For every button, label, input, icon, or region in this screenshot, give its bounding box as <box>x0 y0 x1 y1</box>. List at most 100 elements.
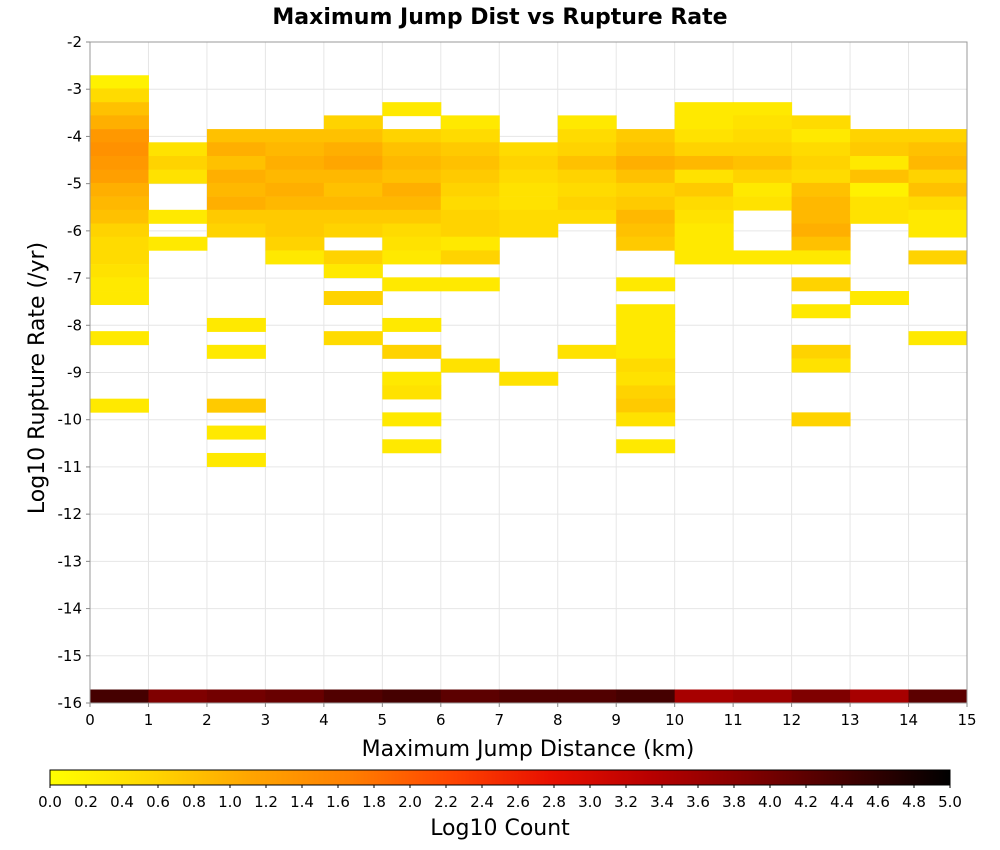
heatmap-cell <box>382 129 442 144</box>
heatmap-cell <box>90 88 149 103</box>
heatmap-cell <box>908 223 968 238</box>
heatmap-cell <box>323 182 383 197</box>
heatmap-cell <box>557 196 617 211</box>
heatmap-cell <box>791 142 851 157</box>
heatmap-cell <box>850 129 910 144</box>
heatmap-cell <box>733 102 793 117</box>
heatmap-cell <box>908 250 968 265</box>
heatmap-cell <box>791 182 851 197</box>
heatmap-cell <box>382 209 442 224</box>
colorbar-tick-label: 2.2 <box>434 793 458 811</box>
heatmap-cell <box>557 142 617 157</box>
heatmap-cell <box>674 169 734 184</box>
heatmap-cell <box>265 169 325 184</box>
heatmap-cell <box>499 196 559 211</box>
heatmap-cell <box>733 182 793 197</box>
heatmap-cell <box>850 169 910 184</box>
heatmap-cell <box>382 385 442 400</box>
heatmap-cell <box>382 102 442 117</box>
heatmap-cell <box>616 196 676 211</box>
y-axis-ticks: -2 -3 -4 -5 -6 -7 -8 -9 -10 -11 -12 -13 -14 -15 -16 <box>58 33 90 712</box>
heatmap-cell <box>791 115 851 130</box>
heatmap-cell <box>674 689 734 704</box>
heatmap-cell <box>616 223 676 238</box>
heatmap-cell <box>674 129 734 144</box>
heatmap-cell <box>323 115 383 130</box>
heatmap-cell <box>148 155 208 170</box>
heatmap-cell <box>90 689 149 704</box>
heatmap-cell <box>265 236 325 251</box>
heatmap-cell <box>323 223 383 238</box>
y-axis-title: Log10 Rupture Rate (/yr) <box>25 242 50 514</box>
heatmap-cell <box>440 115 500 130</box>
y-tick-label: -11 <box>58 458 83 476</box>
heatmap-cell <box>908 196 968 211</box>
heatmap-cell <box>616 439 676 454</box>
heatmap-cell <box>616 155 676 170</box>
heatmap-cell <box>616 358 676 373</box>
heatmap-cell <box>206 196 266 211</box>
colorbar-tick-label: 0.4 <box>110 793 134 811</box>
heatmap-cell <box>265 223 325 238</box>
y-tick-label: -14 <box>58 600 83 618</box>
heatmap-cell <box>90 169 149 184</box>
heatmap-cell <box>323 142 383 157</box>
heatmap-cell <box>265 142 325 157</box>
heatmap-cell <box>382 439 442 454</box>
heatmap-cell <box>90 115 149 130</box>
heatmap-cell <box>206 425 266 440</box>
heatmap-cell <box>90 196 149 211</box>
heatmap-cell <box>265 250 325 265</box>
heatmap-cell <box>382 182 442 197</box>
heatmap-cell <box>908 129 968 144</box>
heatmap-cell <box>265 129 325 144</box>
heatmap-cell <box>850 209 910 224</box>
heatmap-cell <box>616 371 676 386</box>
heatmap-cell <box>674 236 734 251</box>
heatmap-cell <box>499 209 559 224</box>
heatmap-cell <box>791 689 851 704</box>
heatmap-cell <box>791 169 851 184</box>
heatmap-cell <box>382 250 442 265</box>
heatmap-cell <box>616 344 676 359</box>
heatmap-cell <box>206 223 266 238</box>
heatmap-cell <box>90 291 149 306</box>
heatmap-cell <box>440 182 500 197</box>
heatmap-cell <box>440 358 500 373</box>
y-tick-label: -8 <box>67 316 82 334</box>
heatmap-cell <box>382 344 442 359</box>
heatmap-cell <box>265 182 325 197</box>
heatmap-cell <box>616 169 676 184</box>
y-tick-label: -4 <box>67 127 82 145</box>
heatmap-cell <box>674 115 734 130</box>
heatmap-cell <box>90 277 149 292</box>
y-tick-label: -12 <box>58 505 83 523</box>
y-tick-label: -15 <box>58 647 83 665</box>
x-tick-label: 11 <box>724 711 743 729</box>
heatmap-cell <box>499 182 559 197</box>
heatmap-cell <box>733 129 793 144</box>
x-tick-label: 12 <box>782 711 801 729</box>
heatmap-cell <box>440 196 500 211</box>
heatmap-cell <box>791 236 851 251</box>
heatmap-cell <box>557 689 617 704</box>
heatmap-cell <box>440 209 500 224</box>
x-tick-label: 1 <box>144 711 154 729</box>
heatmap-cell <box>733 689 793 704</box>
heatmap-cell <box>440 129 500 144</box>
heatmap-cell <box>616 412 676 427</box>
heatmap-cell <box>382 236 442 251</box>
colorbar-tick-label: 1.4 <box>290 793 314 811</box>
heatmap-cell <box>791 196 851 211</box>
heatmap-cell <box>265 155 325 170</box>
heatmap-cell <box>440 250 500 265</box>
heatmap-cell <box>90 398 149 413</box>
colorbar-tick-label: 2.4 <box>470 793 494 811</box>
y-tick-label: -3 <box>67 80 82 98</box>
heatmap-cell <box>90 142 149 157</box>
heatmap-cell <box>791 358 851 373</box>
colorbar-tick-label: 1.6 <box>326 793 350 811</box>
heatmap-cell <box>148 236 208 251</box>
y-tick-label: -13 <box>58 552 83 570</box>
